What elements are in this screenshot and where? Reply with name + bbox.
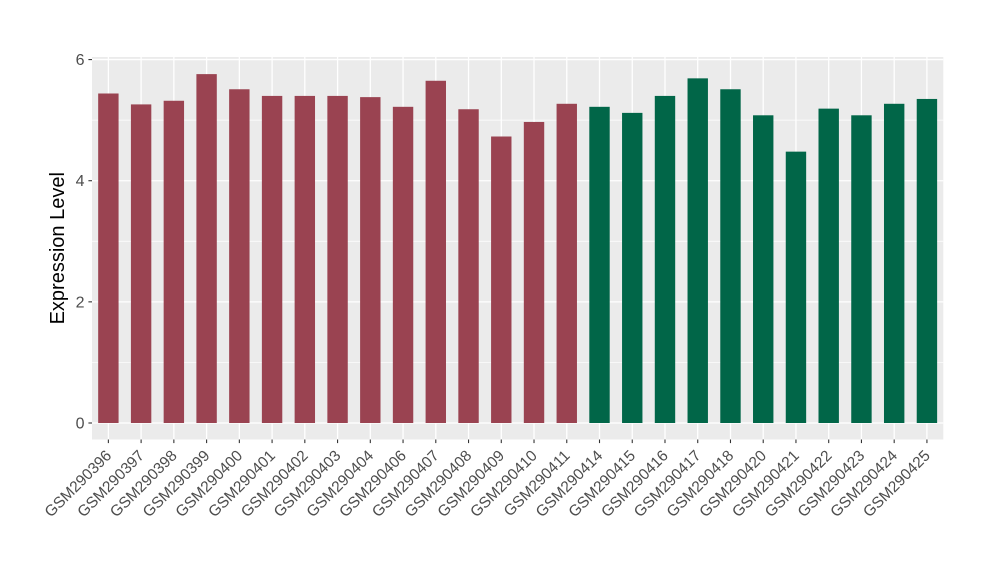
bar-GSM290401 — [261, 95, 283, 424]
bar-GSM290421 — [785, 151, 807, 424]
bar-GSM290407 — [425, 80, 446, 423]
bar-GSM290422 — [818, 108, 839, 424]
bar-GSM290420 — [753, 115, 774, 423]
bar-GSM290408 — [458, 109, 479, 423]
bar-GSM290403 — [327, 95, 348, 424]
bar-GSM290406 — [392, 106, 414, 423]
bar-GSM290411 — [556, 103, 577, 423]
bar-GSM290400 — [229, 89, 250, 424]
bar-GSM290402 — [294, 95, 316, 424]
y-tick-label: 0 — [76, 416, 85, 433]
bar-GSM290410 — [523, 121, 545, 423]
bar-GSM290397 — [130, 104, 152, 423]
y-tick-label: 6 — [76, 52, 85, 69]
bar-GSM290396 — [98, 93, 119, 423]
bar-GSM290416 — [654, 95, 676, 424]
bar-GSM290409 — [491, 136, 512, 423]
y-tick-label: 4 — [76, 173, 85, 190]
bar-GSM290425 — [916, 98, 938, 423]
bar-GSM290404 — [360, 97, 381, 423]
bar-GSM290398 — [163, 100, 185, 424]
bar-GSM290424 — [883, 103, 905, 423]
y-axis-title: Expression Level — [47, 172, 69, 324]
bar-GSM290417 — [687, 78, 708, 423]
bar-GSM290415 — [622, 112, 643, 424]
bar-GSM290399 — [196, 74, 217, 424]
bar-GSM290414 — [589, 106, 610, 423]
bar-GSM290423 — [851, 115, 872, 423]
bar-GSM290418 — [720, 89, 741, 424]
plot-panel — [92, 57, 944, 440]
y-tick-label: 2 — [76, 294, 85, 311]
